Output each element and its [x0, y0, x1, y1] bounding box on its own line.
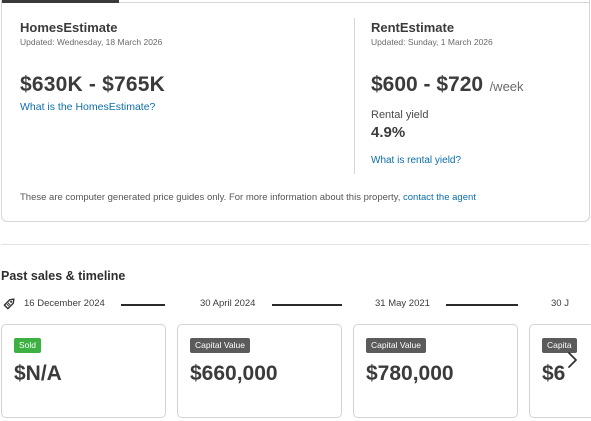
- sale-card[interactable]: Capital Value $660,000: [177, 324, 342, 418]
- sales-timeline: 16 December 2024 30 April 2024 31 May 20…: [0, 295, 591, 315]
- rent-estimate-updated: Updated: Sunday, 1 March 2026: [371, 37, 493, 47]
- timeline-connector: [446, 304, 518, 306]
- sale-card[interactable]: Sold $N/A: [1, 324, 166, 418]
- section-separator: [1, 244, 590, 245]
- sale-card[interactable]: Capital Value $780,000: [353, 324, 518, 418]
- sale-price: $N/A: [14, 362, 62, 385]
- timeline-connector: [272, 304, 342, 306]
- homes-estimate-section: HomesEstimate Updated: Wednesday, 18 Mar…: [20, 20, 340, 115]
- disclaimer-text: These are computer generated price guide…: [20, 192, 404, 203]
- capital-value-badge: Capital Value: [190, 338, 250, 353]
- rental-yield-value: 4.9%: [371, 124, 406, 141]
- sale-card[interactable]: Capita $6: [529, 324, 591, 418]
- homes-estimate-range: $630K - $765K: [20, 73, 166, 96]
- past-sales-title: Past sales & timeline: [1, 269, 126, 283]
- timeline-date-1: 16 December 2024: [24, 298, 105, 309]
- contact-agent-link[interactable]: contact the agent: [403, 192, 476, 203]
- estimate-disclaimer: These are computer generated price guide…: [20, 192, 476, 203]
- rent-estimate-range: $600 - $720: [371, 73, 484, 96]
- price-tag-icon: [2, 295, 18, 311]
- timeline-date-2: 30 April 2024: [200, 298, 256, 309]
- sold-badge: Sold: [14, 338, 42, 353]
- rent-estimate-unit: /week: [489, 79, 524, 94]
- homes-estimate-updated: Updated: Wednesday, 18 March 2026: [20, 37, 163, 47]
- rental-yield-label: Rental yield: [371, 109, 429, 121]
- homes-estimate-title: HomesEstimate: [20, 20, 118, 35]
- timeline-connector: [121, 304, 165, 306]
- rental-yield-info-link[interactable]: What is rental yield?: [371, 155, 462, 166]
- rent-estimate-range-row: $600 - $720 /week: [371, 73, 586, 97]
- timeline-overflow-clip: 30 J Capita $6: [528, 295, 591, 421]
- timeline-date-3: 31 May 2021: [375, 298, 430, 309]
- capital-value-badge: Capital Value: [366, 338, 426, 353]
- chevron-right-icon[interactable]: [562, 350, 582, 370]
- sale-price: $6: [542, 362, 566, 385]
- column-divider: [354, 18, 355, 174]
- rent-estimate-section: RentEstimate Updated: Sunday, 1 March 20…: [371, 20, 586, 168]
- homes-estimate-info-link[interactable]: What is the HomesEstimate?: [20, 101, 156, 113]
- sale-price: $660,000: [190, 362, 278, 385]
- sale-price: $780,000: [366, 362, 454, 385]
- estimate-card: HomesEstimate Updated: Wednesday, 18 Mar…: [1, 0, 590, 222]
- capital-value-badge: Capita: [542, 338, 577, 353]
- active-tab-indicator: [1, 0, 119, 3]
- timeline-date-4: 30 J: [551, 298, 569, 309]
- tab-underline: [119, 2, 590, 3]
- rent-estimate-title: RentEstimate: [371, 20, 455, 35]
